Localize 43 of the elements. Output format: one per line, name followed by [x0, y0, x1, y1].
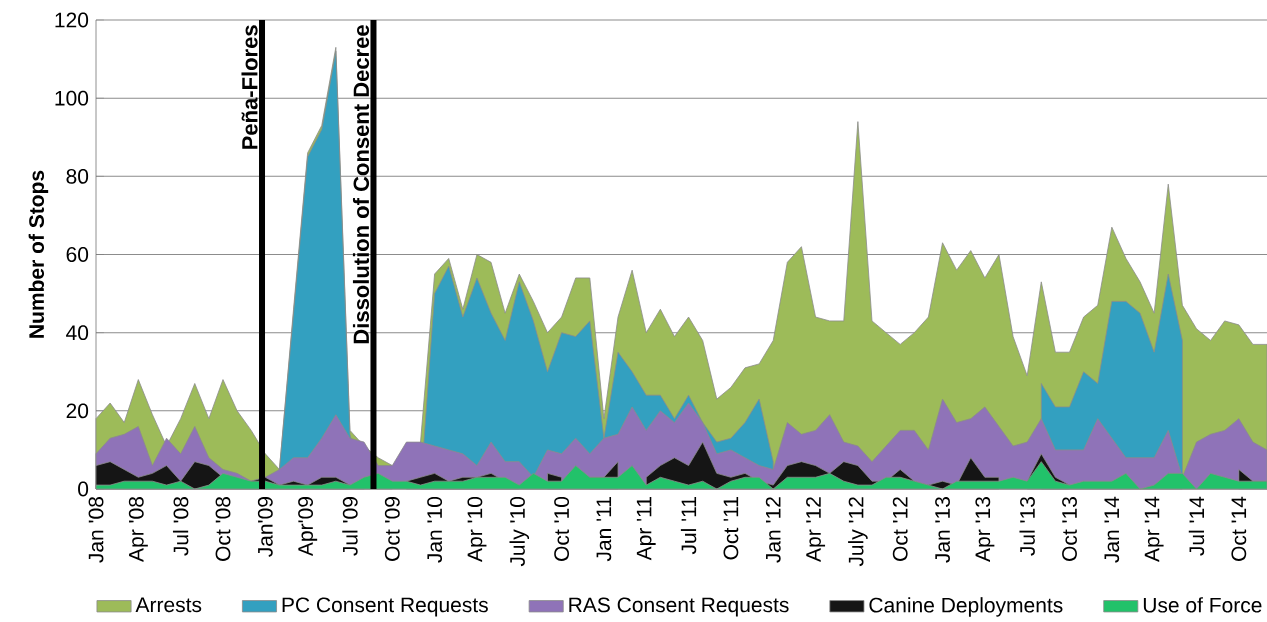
legend-label: Use of Force [1143, 597, 1262, 613]
y-tick-label: 0 [78, 481, 89, 497]
ref-line-label: Peña-Flores [241, 25, 258, 149]
x-tick-label: Oct '11 [723, 497, 739, 560]
y-tick-label: 100 [55, 90, 89, 106]
legend-label: Canine Deployments [869, 597, 1063, 617]
x-tick-label: July '12 [848, 497, 868, 567]
y-tick-label: 40 [66, 325, 89, 341]
x-tick-label: Jan'09 [257, 497, 273, 557]
x-tick-label: Jan '13 [935, 497, 950, 563]
y-axis-title: Number of Stops [28, 170, 49, 338]
x-tick-label: Apr '11 [636, 497, 656, 561]
x-tick-label: Jul '14 [1188, 496, 1205, 556]
y-tick-label: 80 [66, 168, 89, 184]
ref-line-label: Dissolution of Consent Decree [352, 25, 370, 344]
x-tick-label: Jan '11 [596, 497, 612, 562]
x-tick-label: Jan '08 [88, 497, 104, 563]
x-tick-label: Oct '12 [892, 497, 908, 561]
legend-label: RAS Consent Requests [569, 597, 789, 617]
x-tick-label: Jul '11 [680, 497, 697, 555]
y-tick-label: 60 [66, 247, 89, 262]
y-tick-label: 120 [55, 12, 89, 28]
x-tick-label: Apr '08 [128, 497, 148, 562]
x-tick-label: Oct '09 [384, 497, 400, 561]
x-tick-label: Jan '10 [427, 496, 443, 563]
x-tick-label: Jan '14 [1104, 496, 1120, 563]
x-tick-label: Oct '08 [215, 497, 231, 561]
x-tick-label: Apr '14 [1144, 496, 1164, 562]
x-tick-label: Oct '14 [1231, 496, 1247, 561]
x-tick-label: Apr'09 [298, 497, 318, 557]
x-tick-label: Oct '13 [1062, 497, 1077, 561]
x-tick-label: Jul '13 [1019, 497, 1035, 556]
legend-label: Arrests [135, 597, 202, 613]
x-tick-label: Jan '12 [765, 497, 781, 563]
x-tick-label: Jul '08 [172, 497, 189, 556]
x-tick-label: Apr '10 [467, 496, 487, 562]
x-tick-label: Oct '10 [554, 496, 570, 561]
x-tick-label: Apr '13 [975, 497, 995, 562]
x-tick-label: July '10 [509, 496, 530, 567]
legend-label: PC Consent Requests [282, 597, 488, 617]
y-tick-label: 20 [66, 403, 89, 419]
x-tick-label: Jul '09 [342, 497, 358, 556]
x-tick-label: Apr '12 [806, 497, 826, 562]
